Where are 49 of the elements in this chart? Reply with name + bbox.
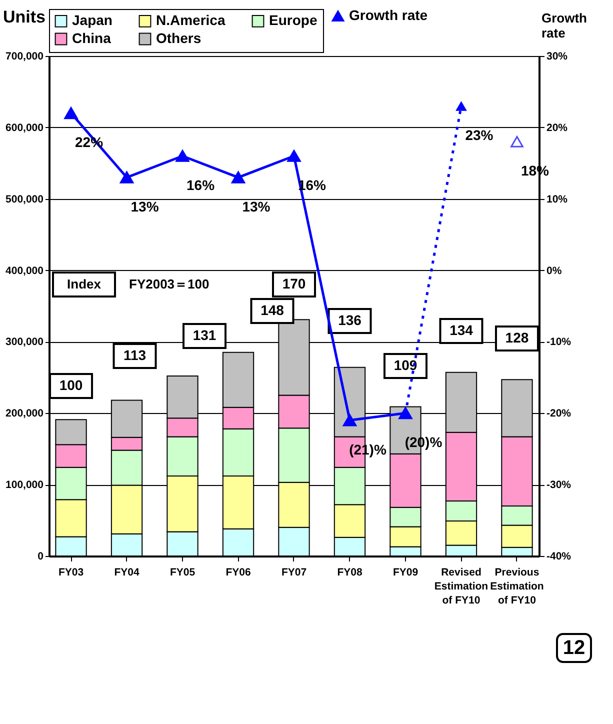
data-label: 13% <box>130 198 160 214</box>
legend-label: Europe <box>269 12 318 28</box>
annotation: 134 <box>450 322 474 338</box>
y-tick-label: 300,000 <box>6 336 44 348</box>
data-label: 16% <box>186 177 216 193</box>
y2-tick-label: -20% <box>546 408 572 420</box>
annotation: 100 <box>59 377 83 393</box>
annotation: 128 <box>505 330 529 346</box>
annotation: 170 <box>282 276 306 292</box>
annotation: FY2003＝100 <box>129 276 210 292</box>
y2-axis-title: Growth rate <box>542 10 588 40</box>
annotation: 113 <box>123 347 146 363</box>
y2-tick-label: 10% <box>546 193 568 206</box>
x-tick-label: FY06 <box>226 566 251 578</box>
x-tick-label: Previous Estimation of FY10 <box>490 566 544 606</box>
legend-label: China <box>72 30 112 46</box>
data-label: 23% <box>465 127 494 143</box>
x-tick-label: Revised Estimation of FY10 <box>434 566 488 606</box>
annotation: 109 <box>394 357 418 373</box>
x-tick-label: FY07 <box>281 566 307 578</box>
text: 12 <box>562 637 586 659</box>
y-tick-label: 600,000 <box>6 122 44 134</box>
annotation: 131 <box>192 327 216 343</box>
annotation: 148 <box>260 302 284 318</box>
y2-tick-label: -10% <box>546 336 572 348</box>
y2-tick-label: 30% <box>546 50 568 62</box>
legend-label: Japan <box>72 12 112 28</box>
y-tick-label: 100,000 <box>6 479 44 492</box>
legend-label: N.America <box>156 12 226 28</box>
legend-label: Growth rate <box>349 7 428 23</box>
y-tick-label: 700,000 <box>6 50 44 62</box>
y2-tick-label: 0% <box>546 264 562 277</box>
x-tick-label: FY08 <box>337 566 362 578</box>
x-tick-label: FY04 <box>114 566 140 578</box>
x-tick-label: FY09 <box>392 566 418 578</box>
x-tick-label: FY03 <box>58 566 84 578</box>
legend-label: Others <box>156 30 202 46</box>
data-label: 13% <box>242 198 271 214</box>
y-axis-title: Units <box>3 8 46 26</box>
y2-tick-label: 20% <box>546 122 568 134</box>
y-tick-label: 400,000 <box>6 264 44 277</box>
y-tick-label: 500,000 <box>6 193 44 206</box>
y-tick-label: 200,000 <box>6 408 44 420</box>
y-tick-label: 0 <box>38 550 44 562</box>
annotation: 136 <box>338 312 362 328</box>
y2-tick-label: -30% <box>546 479 572 492</box>
x-tick-label: FY05 <box>170 566 196 578</box>
annotation: Index <box>67 276 102 292</box>
y2-tick-label: -40% <box>546 550 572 562</box>
